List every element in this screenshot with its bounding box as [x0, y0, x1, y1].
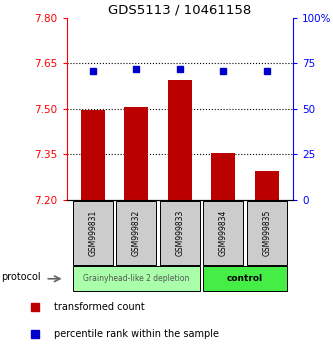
Text: GSM999834: GSM999834	[219, 210, 228, 256]
Bar	[81, 110, 105, 200]
Text: GSM999833: GSM999833	[175, 210, 184, 256]
Bar	[211, 153, 235, 200]
Bar	[255, 171, 279, 200]
FancyBboxPatch shape	[73, 266, 200, 291]
Text: transformed count: transformed count	[54, 302, 145, 312]
Title: GDS5113 / 10461158: GDS5113 / 10461158	[108, 4, 251, 17]
Text: GSM999831: GSM999831	[88, 210, 97, 256]
FancyBboxPatch shape	[116, 201, 156, 265]
Text: control: control	[227, 274, 263, 283]
FancyBboxPatch shape	[73, 201, 113, 265]
Text: GSM999832: GSM999832	[132, 210, 141, 256]
FancyBboxPatch shape	[160, 201, 200, 265]
FancyBboxPatch shape	[203, 201, 243, 265]
Bar	[168, 80, 192, 200]
Text: Grainyhead-like 2 depletion: Grainyhead-like 2 depletion	[83, 274, 189, 283]
FancyBboxPatch shape	[203, 266, 287, 291]
Bar	[124, 107, 148, 200]
FancyBboxPatch shape	[247, 201, 287, 265]
Text: protocol: protocol	[1, 273, 41, 282]
Text: percentile rank within the sample: percentile rank within the sample	[54, 329, 219, 339]
Text: GSM999835: GSM999835	[262, 210, 271, 256]
